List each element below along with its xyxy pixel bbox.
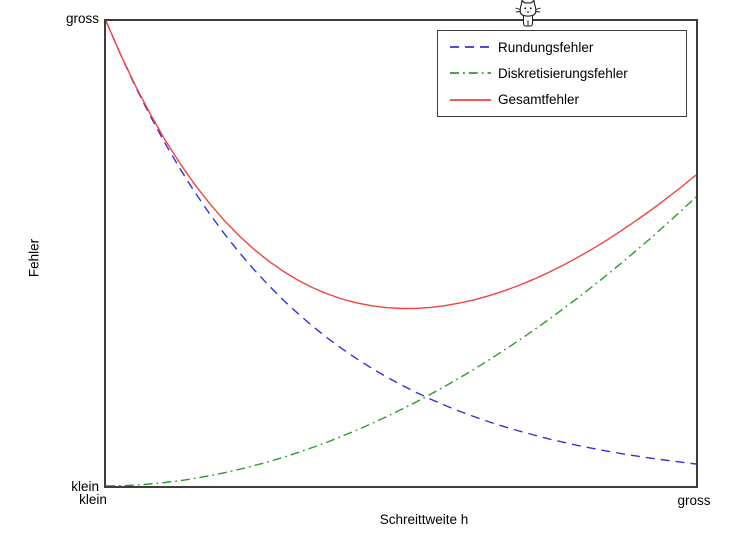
- y-tick-klein: klein: [71, 479, 99, 494]
- curves-svg: [106, 21, 696, 486]
- dashdot-line-sample-icon: [450, 72, 491, 75]
- curve-diskretisierungsfehler: [106, 196, 696, 486]
- legend-item-rundungsfehler: Rundungsfehler: [447, 35, 686, 59]
- legend-label: Rundungsfehler: [498, 39, 594, 55]
- curve-gesamtfehler: [106, 21, 696, 310]
- x-axis-title: Schreittweite h: [379, 512, 469, 527]
- y-axis-title: Fehler: [26, 238, 42, 278]
- y-tick-gross: gross: [65, 11, 99, 26]
- legend-item-diskretisierungsfehler: Diskretisierungsfehler: [447, 61, 686, 85]
- legend-box: Rundungsfehler Diskretisierungsfehler Ge…: [437, 30, 687, 117]
- legend-label: Diskretisierungsfehler: [498, 65, 628, 81]
- curve-rundungsfehler: [106, 21, 696, 465]
- cat-icon: [515, 0, 541, 27]
- solid-line-sample-icon: [450, 98, 491, 101]
- dashed-line-sample-icon: [450, 46, 491, 49]
- x-tick-gross: gross: [677, 493, 711, 508]
- legend-label: Gesamtfehler: [498, 92, 580, 108]
- legend-item-gesamtfehler: Gesamtfehler: [447, 88, 686, 112]
- x-tick-klein: klein: [79, 492, 107, 507]
